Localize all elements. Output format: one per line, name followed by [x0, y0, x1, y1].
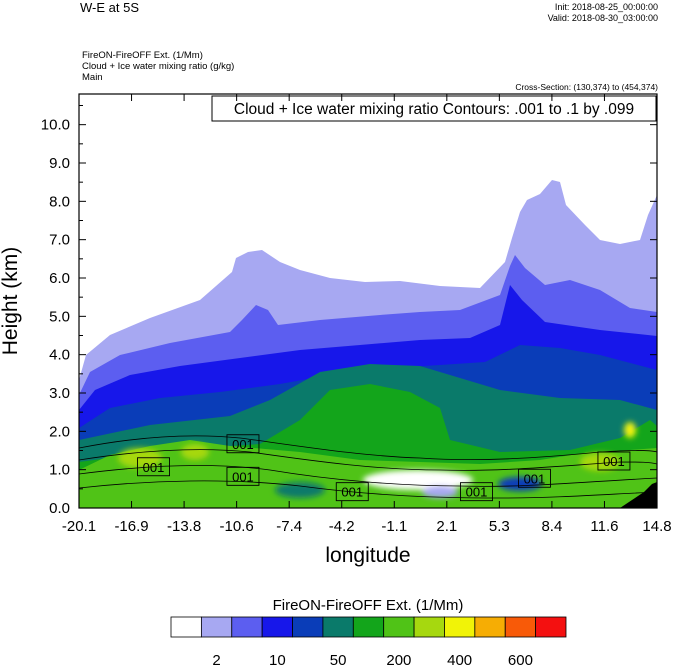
x-tick-label: -7.4: [276, 518, 302, 535]
y-tick-label: 10.0: [41, 117, 70, 134]
contour-tag-box: [137, 457, 170, 477]
colorbar-label: 50: [330, 652, 347, 667]
colorbar-swatch: [231, 616, 263, 638]
colorbar-swatch: [504, 616, 537, 638]
contour-tag-label: 001: [466, 485, 488, 500]
colorbar-swatch: [444, 616, 476, 638]
contour-tag-box: [226, 466, 260, 486]
y-tick-label: 9.0: [49, 155, 70, 172]
x-tick-label: -13.8: [167, 518, 201, 535]
colorbar-swatch: [200, 616, 233, 638]
contour-tag-label: 001: [603, 454, 625, 469]
colorbar-swatch: [170, 616, 202, 638]
x-tick-label: 14.8: [642, 518, 671, 535]
heatmap-field: [79, 94, 657, 508]
contour-tag-label: 001: [143, 460, 165, 475]
contour-tag-box: [597, 451, 631, 471]
contour-tag-box: [460, 482, 493, 502]
x-tick-label: -16.9: [114, 518, 148, 535]
colorbar-label: 2: [212, 652, 220, 667]
plot-frame: [78, 93, 658, 509]
plot-title: W-E at 5S: [80, 0, 140, 15]
colorbar-swatch: [535, 616, 567, 638]
colorbar-swatch: [322, 616, 354, 638]
init-time: Init: 2018-08-25_00:00:00: [554, 2, 658, 12]
colorbar-swatch: [383, 616, 415, 638]
x-tick-label: -4.2: [329, 518, 355, 535]
y-axis: 0.0 1.0 2.0 3.0 4.0 5.0 6.0 7.0 8.0 9.0 10.0: [41, 105, 657, 517]
colorbar-swatch: [474, 616, 506, 638]
y-tick-label: 2.0: [49, 423, 70, 440]
colorbar-swatch: [352, 616, 385, 638]
x-tick-label: -10.6: [220, 518, 254, 535]
meta-line-1: FireON-FireOFF Ext. (1/Mm): [82, 50, 203, 61]
y-tick-label: 3.0: [49, 385, 70, 402]
x-tick-label: 2.1: [436, 518, 457, 535]
contour-tag-label: 001: [524, 471, 546, 486]
colorbar-label: 200: [386, 652, 411, 667]
x-axis: -20.1 -16.9 -13.8 -10.6 -7.4 -4.2 -1.1 2.1 5.3 8.…: [62, 94, 672, 535]
y-tick-label: 8.0: [49, 193, 70, 210]
x-axis-label: longitude: [325, 544, 410, 567]
colorbar-swatch: [292, 616, 324, 638]
x-tick-label: 5.3: [489, 518, 510, 535]
contour-legend-text: Cloud + Ice water mixing ratio Contours:…: [234, 101, 634, 118]
contour-tag-label: 001: [341, 485, 363, 500]
contour-legend-box: [211, 95, 657, 122]
band-level-7: [79, 440, 657, 508]
y-tick-label: 0.0: [49, 500, 70, 517]
y-tick-label: 5.0: [49, 308, 70, 325]
contour-tag-box: [335, 482, 369, 502]
contour-tag-label: 001: [232, 437, 254, 452]
x-tick-label: 11.6: [590, 518, 618, 535]
y-tick-label: 7.0: [49, 232, 70, 249]
contour-tags: 001 001 001 001 001 001 001: [137, 434, 631, 502]
cross-section-label: Cross-Section: (130,374) to (454,374): [515, 82, 658, 92]
colorbar-swatch: [261, 616, 293, 638]
surface-mottling: [118, 422, 636, 498]
colorbar: 2 10 50 200 400 600: [170, 616, 567, 667]
y-tick-label: 4.0: [49, 347, 70, 364]
colorbar-label: 600: [508, 652, 533, 667]
x-tick-label: -20.1: [62, 518, 96, 535]
colorbar-label: 400: [447, 652, 472, 667]
y-tick-label: 1.0: [49, 462, 70, 479]
y-tick-label: 6.0: [49, 270, 70, 287]
y-axis-label: Height (km): [0, 247, 22, 356]
x-tick-label: -1.1: [381, 518, 407, 535]
contour-tag-box: [226, 434, 260, 454]
colorbar-title: FireON-FireOFF Ext. (1/Mm): [273, 597, 464, 614]
colorbar-label: 10: [269, 652, 286, 667]
terrain-mask: [620, 482, 657, 508]
valid-time: Valid: 2018-08-30_03:00:00: [547, 13, 658, 23]
x-tick-label: 8.4: [541, 518, 562, 535]
meta-line-2: Cloud + Ice water mixing ratio (g/kg): [82, 61, 235, 72]
meta-line-3: Main: [82, 72, 103, 83]
contour-tag-box: [517, 468, 551, 488]
contour-tag-label: 001: [232, 469, 254, 484]
colorbar-swatch: [413, 616, 445, 638]
